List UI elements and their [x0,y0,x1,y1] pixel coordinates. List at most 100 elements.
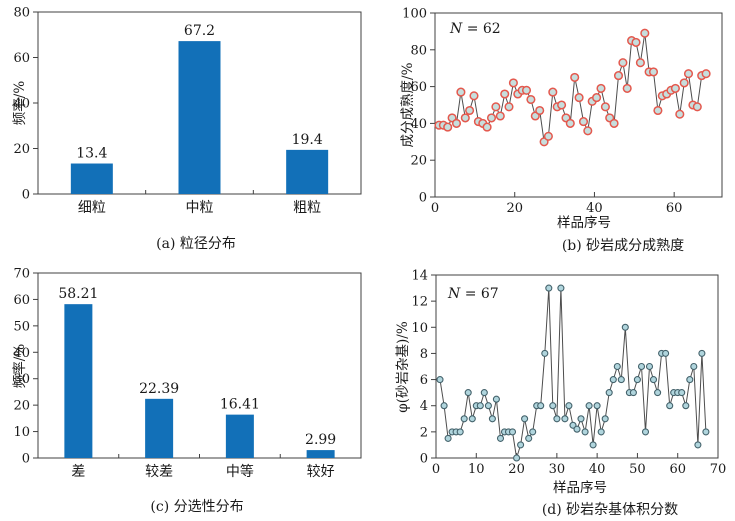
bar [286,149,329,194]
data-point [701,69,711,79]
data-point [635,58,645,68]
bar-value-label: 13.4 [76,146,107,162]
bar [178,41,221,195]
y-tick-label: 50 [13,319,30,334]
data-point [561,415,569,423]
x-tick-label: 30 [549,462,566,477]
data-point [488,415,496,423]
annotation-variable: N [448,286,461,302]
data-point [613,71,624,81]
data-point [578,117,589,127]
x-tick-label: 70 [710,462,727,477]
chart-a-canvas: 0 20 40 60 80 13.4 细粒 67.2 中粒 19.4 粗粒 [13,6,362,216]
bar [306,450,335,458]
y-tick-label: 20 [13,142,30,157]
panel-a: 0 20 40 60 80 13.4 细粒 67.2 中粒 19.4 粗粒 频率/% (a) 粒径分… [0,0,368,260]
x-tick-label: 0 [431,201,439,216]
data-point [484,402,492,410]
data-point [686,376,694,384]
data-point [517,441,525,449]
data-point [641,428,650,436]
data-point [573,425,581,433]
data-point [508,428,517,436]
y-tick-label: 20 [13,399,30,414]
data-point [648,67,659,77]
data-point [465,105,475,116]
annotation-value: = 67 [460,286,499,302]
data-point [440,402,448,410]
bar [145,398,174,458]
y-axis-label-b: 成分成熟度/% [400,62,416,148]
panel-b: 0 20 40 60 80 100 0 20 40 60 成分成熟度/% N = 62 样品序号 … [368,0,735,260]
bar-value-label: 67.2 [184,23,215,39]
data-point [521,85,532,95]
data-point [666,402,674,410]
y-tick-label: 0 [22,188,30,203]
data-point [601,415,609,423]
data-point [577,415,585,423]
y-axis-label-c: 频率/% [12,343,28,389]
category-label: 较差 [145,464,173,480]
y-tick-label: 100 [402,7,427,22]
data-point [609,376,617,384]
data-point [592,93,602,103]
data-point [468,415,476,423]
y-tick-label: 20 [410,154,427,169]
bar-value-label: 16.41 [220,397,260,413]
data-point [574,93,584,103]
data-point [683,69,694,79]
panel-caption-a: (a) 粒径分布 [156,236,236,252]
panel-c: 0 10 20 30 40 50 60 70 58.21 差 22.39 较差 16.41 中等 2.99 较… [0,260,368,521]
data-point [557,100,567,110]
x-tick-label: 60 [666,201,683,216]
data-point [535,105,545,116]
data-point [529,428,537,436]
data-point [480,389,488,397]
chart-d-canvas: 0 2 4 6 8 10 12 14 0 10 20 30 40 50 60 70 [411,269,727,478]
data-point [541,349,549,357]
y-tick-label: 80 [13,6,30,21]
category-label: 较好 [307,464,335,480]
data-point [662,349,670,357]
data-point [548,87,558,97]
data-point [444,434,452,442]
data-point [653,105,663,116]
data-point [690,362,698,371]
plot-box [435,274,719,459]
sample-count-annotation-d: N = 67 [448,286,499,302]
category-label: 细粒 [78,200,106,216]
data-point [654,389,662,397]
panel-d: 0 2 4 6 8 10 12 14 0 10 20 30 40 50 60 70 φ(砂岩杂基)/% N =… [368,260,735,521]
sample-count-annotation-b: N = 62 [450,21,501,37]
x-tick-label: 20 [508,462,525,477]
data-point [609,118,619,128]
y-axis-label-a: 频率/% [12,80,28,126]
bar [225,414,254,458]
data-point [618,58,628,68]
data-point [436,376,444,384]
data-point [583,126,593,136]
data-point [682,402,690,410]
data-point [702,428,710,436]
x-axis-label-d: 样品序号 [553,480,607,496]
y-tick-label: 70 [13,267,30,282]
y-tick-label: 30 [13,372,30,387]
data-point [492,395,500,403]
y-tick-label: 60 [410,80,427,95]
series-line [439,287,707,459]
bar-value-label: 2.99 [305,432,336,448]
data-point [605,389,613,397]
data-point [504,102,514,112]
data-point [637,362,646,371]
category-label: 差 [71,464,85,480]
chart-b-canvas: 0 20 40 60 80 100 0 20 40 60 [402,7,723,216]
y-tick-label: 40 [13,97,30,112]
data-point [543,131,553,141]
x-tick-label: 20 [506,201,523,216]
data-point [597,428,605,436]
annotation-variable: N [450,21,463,37]
data-point [521,415,529,423]
data-point [456,87,466,97]
data-point [460,113,470,123]
data-point [694,441,702,449]
